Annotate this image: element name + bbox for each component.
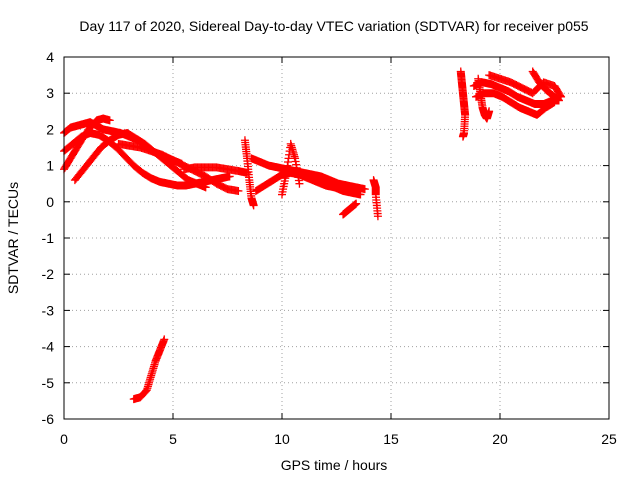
y-tick-label: -5	[42, 375, 55, 391]
series-arc-j	[251, 168, 365, 199]
series-arc-m	[369, 176, 382, 221]
y-tick-label: -3	[42, 302, 55, 318]
y-tick-label: 2	[46, 121, 54, 137]
y-tick-label: 1	[46, 158, 54, 174]
point-markers	[456, 67, 470, 141]
y-axis-label: SDTVAR / TECUs	[5, 182, 21, 294]
x-tick-label: 25	[601, 431, 617, 447]
y-tick-label: 4	[46, 49, 54, 65]
series-arc-n	[456, 67, 470, 141]
grid	[64, 57, 609, 419]
series-arc-g	[179, 163, 252, 177]
y-tick-label: -2	[42, 266, 55, 282]
plot-frame	[63, 56, 610, 420]
point-markers	[474, 74, 494, 123]
y-tick-label: -1	[42, 230, 55, 246]
x-tick-labels: 0 5 10 15 20 25	[60, 431, 617, 447]
chart-title: Day 117 of 2020, Sidereal Day-to-day VTE…	[79, 18, 588, 34]
point-markers	[278, 139, 304, 199]
point-markers	[251, 168, 365, 199]
y-tick-label: 3	[46, 85, 54, 101]
series-arc-k	[278, 139, 304, 199]
x-tick-label: 5	[169, 431, 177, 447]
y-tick-label: 0	[46, 194, 54, 210]
y-tick-label: -6	[42, 411, 55, 427]
point-markers	[129, 335, 169, 404]
series-arc-q	[474, 74, 494, 123]
series-arc-l	[339, 199, 361, 219]
y-tick-labels: -6 -5 -4 -3 -2 -1 0 1 2 3 4	[42, 49, 55, 427]
data-points	[60, 67, 566, 404]
series-arc-s	[528, 67, 563, 105]
point-markers	[528, 67, 563, 105]
y-tick-label: -4	[42, 339, 55, 355]
x-tick-label: 15	[383, 431, 399, 447]
series-arc-p	[472, 89, 559, 119]
series-arc-f	[129, 335, 169, 404]
point-markers	[179, 163, 252, 177]
point-markers	[472, 89, 559, 119]
x-axis-label: GPS time / hours	[281, 457, 388, 473]
x-tick-label: 20	[492, 431, 508, 447]
x-tick-label: 0	[60, 431, 68, 447]
x-tick-label: 10	[274, 431, 290, 447]
series-arc-h	[240, 136, 258, 210]
point-markers	[369, 176, 382, 221]
point-markers	[240, 136, 258, 210]
point-markers	[339, 199, 361, 219]
